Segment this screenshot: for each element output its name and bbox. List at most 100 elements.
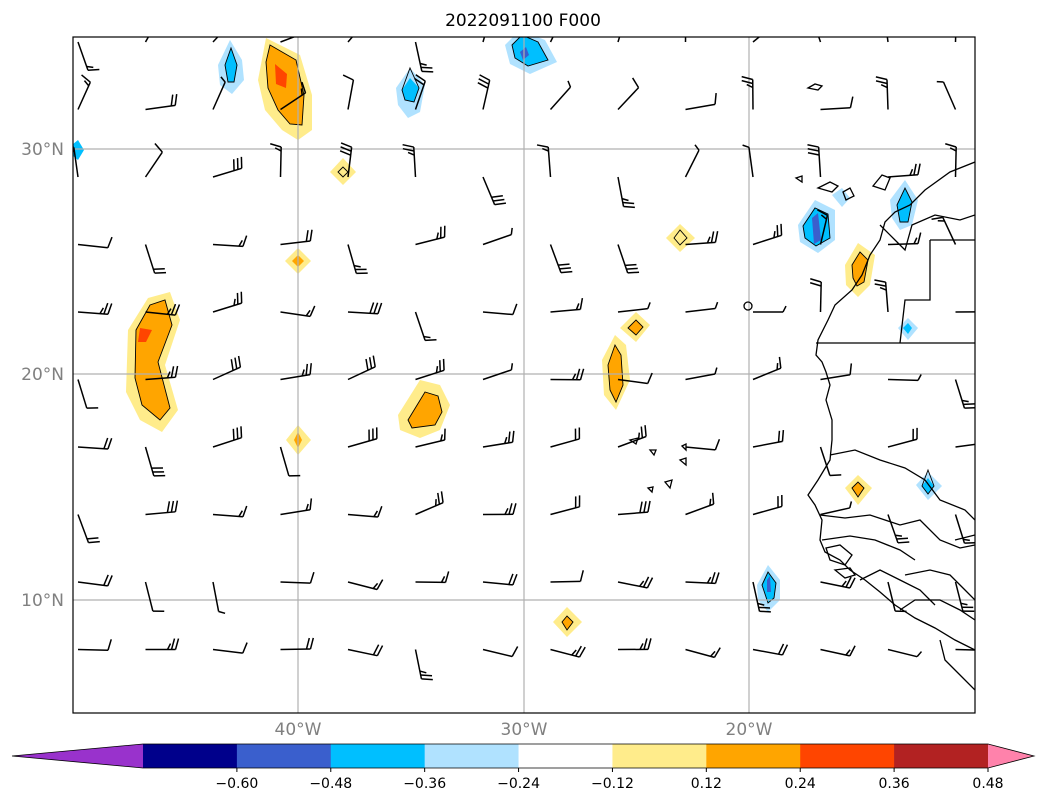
wind-barb <box>954 514 975 544</box>
wind-barb <box>415 428 446 448</box>
wind-barb <box>415 491 444 516</box>
wind-barb <box>280 305 316 318</box>
wind-barb <box>936 80 957 110</box>
wind-barb <box>875 76 889 110</box>
wind-barb <box>685 301 719 313</box>
wind-barb <box>550 297 584 313</box>
wind-barb <box>550 368 585 381</box>
wind-barb <box>414 311 437 342</box>
colorbar-segment <box>518 744 613 768</box>
wind-barb <box>617 372 653 385</box>
wind-barb <box>685 438 721 451</box>
wind-barb <box>742 144 754 178</box>
wind-barb <box>212 76 226 110</box>
wind-barb <box>347 506 383 518</box>
wind-barb <box>752 429 785 448</box>
map-content <box>73 37 975 713</box>
wind-barb <box>741 75 754 110</box>
anomaly-fill <box>897 188 912 222</box>
wind-barb <box>752 37 777 43</box>
wind-barb <box>887 163 921 178</box>
wind-barb <box>955 442 975 448</box>
wind-barb <box>887 427 918 448</box>
wind-barb <box>617 244 640 274</box>
wind-barb <box>477 74 491 110</box>
wind-barb <box>77 379 99 409</box>
colorbar-tick-label: 0.24 <box>785 776 816 792</box>
wind-barb <box>819 446 842 477</box>
wind-barb <box>212 37 235 43</box>
anomaly-fill <box>402 78 419 102</box>
colorbar-tick-label: 0.12 <box>691 776 722 792</box>
wind-barb <box>347 355 376 381</box>
wind-barb <box>402 143 417 178</box>
lon-label: 40°W <box>275 720 322 740</box>
colorbar-segment <box>612 744 707 768</box>
colorbar-tick-label: 0.48 <box>972 776 1003 792</box>
wind-barb <box>145 365 179 381</box>
wind-barb <box>280 571 315 584</box>
wind-barb <box>77 302 113 315</box>
wind-barb <box>414 74 426 110</box>
wind-barb <box>809 278 822 313</box>
longitude-labels: 40°W 30°W 20°W <box>275 720 773 740</box>
map-frame <box>72 36 976 714</box>
wind-barb <box>212 505 248 518</box>
colorbar-tick-label: −0.12 <box>591 776 634 792</box>
wind-barb <box>685 492 715 516</box>
wind-barb <box>280 637 315 651</box>
wind-barb <box>347 427 378 448</box>
wind-barb <box>77 236 113 249</box>
colorbar-segment <box>236 744 332 768</box>
wind-barb <box>144 581 165 613</box>
wind-barb <box>550 427 581 448</box>
wind-barb <box>145 638 180 651</box>
colorbar-extend-max <box>988 744 1034 768</box>
wind-barb <box>887 514 910 544</box>
latitude-labels: 30°N 20°N 10°N <box>21 140 64 611</box>
wind-barb <box>874 279 889 313</box>
wind-barb <box>77 514 100 544</box>
colorbar-tick-label: 0.36 <box>879 776 910 792</box>
wind-barb <box>752 223 783 246</box>
wind-barb <box>144 37 161 43</box>
wind-barb <box>550 570 584 583</box>
colorbar-segment <box>330 744 426 768</box>
wind-barb <box>887 581 907 613</box>
wind-barb <box>482 503 517 516</box>
wind-barb <box>550 495 581 516</box>
wind-barb <box>280 229 313 246</box>
wind-barb <box>280 498 313 516</box>
wind-barb <box>482 430 515 448</box>
wind-barb <box>212 355 242 381</box>
wind-barb <box>685 92 717 111</box>
wind-barb <box>549 80 572 110</box>
wind-barb <box>617 77 640 111</box>
wind-barb <box>617 176 635 209</box>
wind-barb <box>752 643 789 656</box>
wind-barb <box>820 96 854 111</box>
wind-barb <box>212 291 243 313</box>
colorbar-segment <box>706 744 801 768</box>
wind-barb <box>145 303 181 316</box>
wind-barb <box>279 446 301 477</box>
wind-barb <box>212 235 248 248</box>
wind-barb <box>807 144 822 178</box>
wind-barb <box>752 581 771 613</box>
coastlines <box>628 83 975 691</box>
wind-barb <box>482 646 519 658</box>
wind-barb <box>684 144 700 178</box>
colorbar-extend-min <box>12 744 143 768</box>
anomaly-fill <box>767 576 771 592</box>
wind-barb <box>549 244 573 274</box>
wind-barb <box>685 647 721 659</box>
wind-barb <box>145 500 179 516</box>
wind-barb <box>887 374 922 382</box>
wind-barb <box>482 227 513 246</box>
colorbar-segment <box>143 744 238 768</box>
figure-title: 2022091100 F000 <box>445 11 601 31</box>
wind-barb <box>280 81 307 111</box>
colorbar-segment <box>800 744 895 768</box>
wind-barb <box>550 645 586 658</box>
colorbar-segment <box>894 744 989 768</box>
